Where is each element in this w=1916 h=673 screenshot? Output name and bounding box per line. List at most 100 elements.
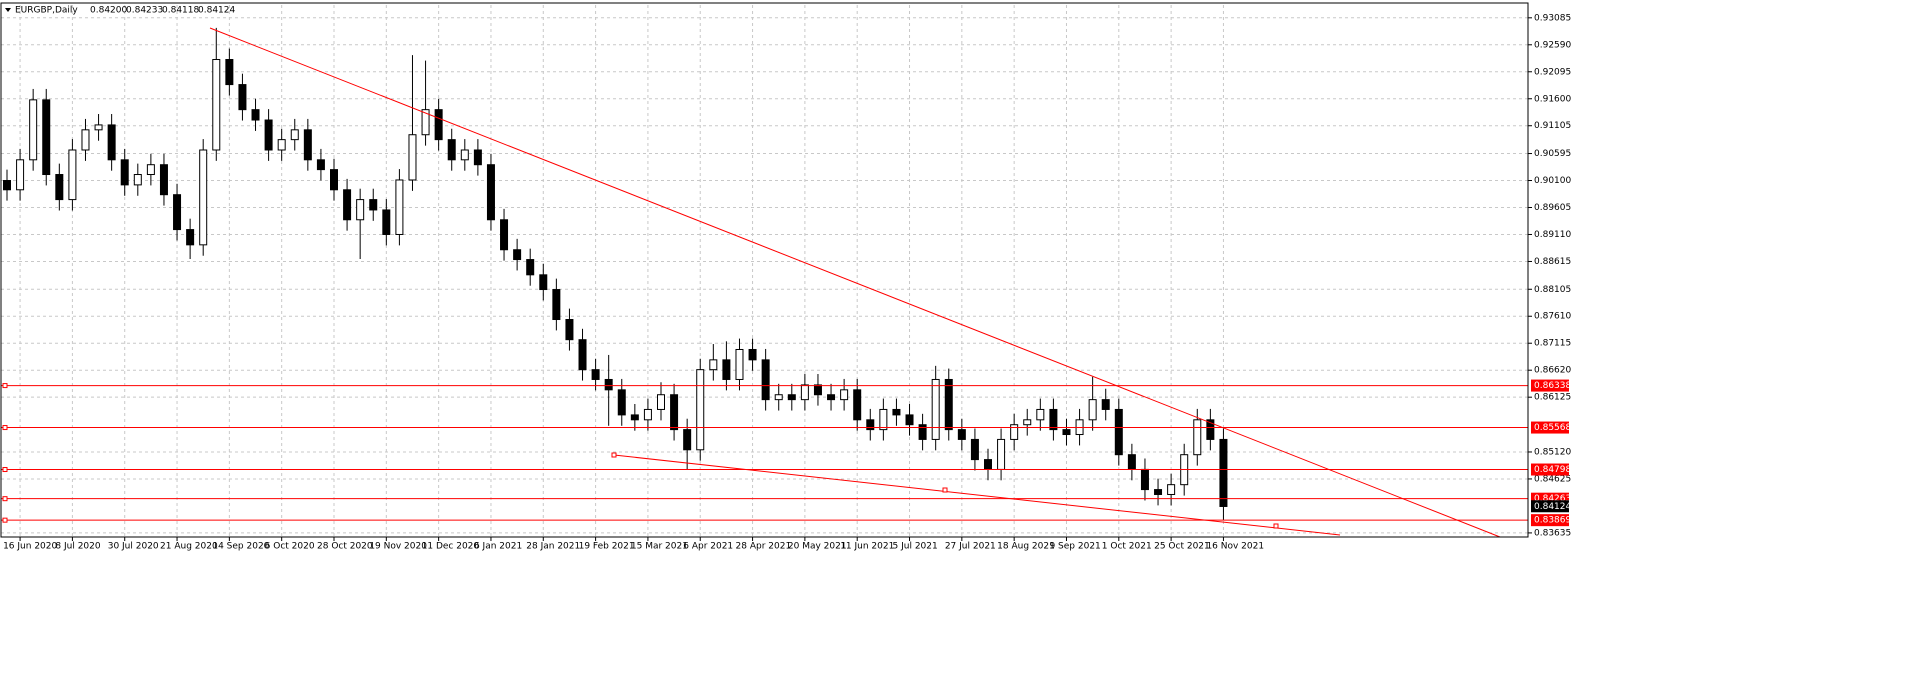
x-tick-label: 8 Jul 2020 <box>55 542 100 552</box>
candle-body <box>591 369 600 380</box>
anchor <box>942 487 948 493</box>
candle <box>892 398 901 426</box>
level-label-box <box>1531 421 1569 434</box>
x-tick-label: 19 Nov 2020 <box>369 542 427 552</box>
candle-body <box>1114 408 1123 456</box>
level-label-box <box>1531 514 1569 527</box>
candle-body <box>905 414 914 426</box>
candle-body <box>722 359 731 380</box>
candle <box>643 398 652 431</box>
x-tick-label: 18 Aug 2021 <box>997 542 1055 552</box>
y-tick-label: 0.89110 <box>1534 230 1571 240</box>
candle <box>1049 398 1058 441</box>
candle-body <box>748 348 757 361</box>
y-tick-label: 0.93085 <box>1534 13 1571 23</box>
candle <box>604 354 613 426</box>
levels <box>1 383 1528 523</box>
candle-body <box>120 159 129 186</box>
candle-body <box>918 424 927 440</box>
candle <box>264 109 273 161</box>
candle <box>369 188 378 221</box>
candle-body <box>1219 438 1228 507</box>
x-tick-label: 25 Oct 2021 <box>1154 542 1210 552</box>
candle-body <box>827 394 836 401</box>
candle <box>774 383 783 411</box>
candle <box>617 378 626 426</box>
trend-line <box>209 27 1501 538</box>
candle <box>277 128 286 161</box>
candle-body <box>643 408 652 421</box>
candle <box>1219 428 1228 521</box>
candle-body <box>696 369 705 451</box>
candle-body <box>1140 468 1149 491</box>
candle-body <box>303 129 312 161</box>
candle <box>500 208 509 261</box>
x-tick-label: 16 Nov 2021 <box>1206 542 1264 552</box>
candle-body <box>774 394 783 401</box>
candle <box>866 408 875 441</box>
candle-body <box>382 209 391 235</box>
candle <box>1154 478 1163 506</box>
candle <box>578 328 587 381</box>
candle-body <box>42 99 51 176</box>
candle-body <box>892 408 901 416</box>
y-tick-label: 0.92590 <box>1534 40 1571 50</box>
trend-lines <box>209 27 1501 538</box>
quote-value: 0.84200 <box>90 6 127 16</box>
candle-body <box>199 149 208 246</box>
candle-body <box>1023 419 1032 426</box>
candle <box>918 413 927 451</box>
candle <box>696 358 705 461</box>
candle <box>1036 398 1045 431</box>
candle-body <box>1010 424 1019 440</box>
x-tick-label: 9 Sep 2021 <box>1049 542 1100 552</box>
candle-body <box>1206 419 1215 440</box>
candle-body <box>957 429 966 440</box>
candle <box>146 153 155 186</box>
candle-body <box>68 149 77 201</box>
level-label: 0.86338 <box>1534 381 1571 391</box>
candle <box>395 169 404 246</box>
candle <box>657 382 665 421</box>
candle <box>343 178 352 231</box>
y-tick-label: 0.90595 <box>1534 149 1571 159</box>
level-marker <box>2 496 8 502</box>
candle-body <box>81 129 90 151</box>
y-tick-label: 0.91600 <box>1534 94 1571 104</box>
candle <box>565 308 574 351</box>
x-tick-label: 14 Sep 2020 <box>212 542 269 552</box>
anchor <box>611 452 617 458</box>
x-tick-label: 27 Jul 2021 <box>945 542 996 552</box>
quote-value: 0.84118 <box>162 6 199 16</box>
x-tick-label: 5 Jul 2021 <box>893 542 938 552</box>
x-tick-label: 20 May 2021 <box>788 542 847 552</box>
candle <box>94 114 103 141</box>
candle-body <box>931 378 940 440</box>
candle-body <box>526 259 535 276</box>
candle-body <box>853 389 862 421</box>
candle-body <box>408 134 417 181</box>
candle <box>330 158 338 201</box>
candle-body <box>539 274 548 291</box>
candle <box>552 278 561 331</box>
candle <box>460 139 469 171</box>
candle-body <box>813 384 822 396</box>
candle <box>3 169 11 201</box>
y-tick-label: 0.86620 <box>1534 366 1571 376</box>
candle-body <box>369 199 378 211</box>
candle-body <box>735 348 744 380</box>
candle <box>382 199 391 246</box>
candle-body <box>1127 454 1136 470</box>
candle-body <box>657 394 665 410</box>
x-tick-label: 6 Apr 2021 <box>683 542 733 552</box>
x-tick-label: 15 Mar 2021 <box>631 542 688 552</box>
x-tick-label: 28 Apr 2021 <box>736 542 792 552</box>
level-label-box <box>1531 379 1569 392</box>
candle-body <box>421 109 430 136</box>
candle <box>173 183 182 241</box>
candle-body <box>709 359 718 371</box>
trend-line <box>613 454 1341 536</box>
candle-body <box>277 139 286 151</box>
